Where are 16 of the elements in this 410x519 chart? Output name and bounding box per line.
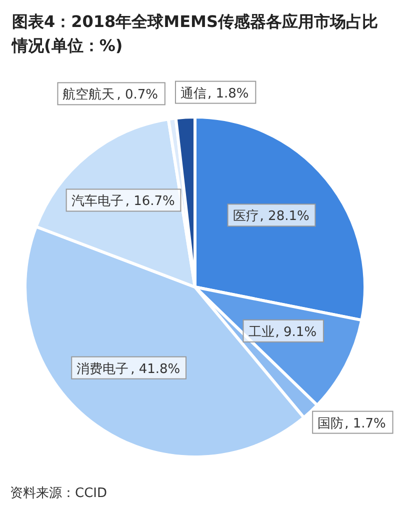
slice-label: 国防 <box>318 416 344 432</box>
chart-title: 图表4：2018年全球MEMS传感器各应用市场占比情况(单位：%) <box>10 11 379 57</box>
data-label: , 16.7% <box>125 194 175 210</box>
data-label: , 1.8% <box>207 86 249 102</box>
data-label: , 1.7% <box>344 416 386 432</box>
data-label: , 41.8% <box>130 362 180 377</box>
slice-label: 工业 <box>248 324 274 340</box>
slice-label: 消费电子 <box>76 362 129 377</box>
text: 资料来源：CCID <box>9 485 108 503</box>
slice-label: 通信 <box>180 86 206 102</box>
data-label: , 9.1% <box>275 324 317 340</box>
data-label: , 0.7% <box>116 88 158 103</box>
data-label: , 28.1% <box>260 209 310 224</box>
slice-label: 汽车电子 <box>71 194 124 210</box>
slice-label: 航空航天 <box>62 88 115 103</box>
slice-label: 医疗 <box>232 209 259 224</box>
